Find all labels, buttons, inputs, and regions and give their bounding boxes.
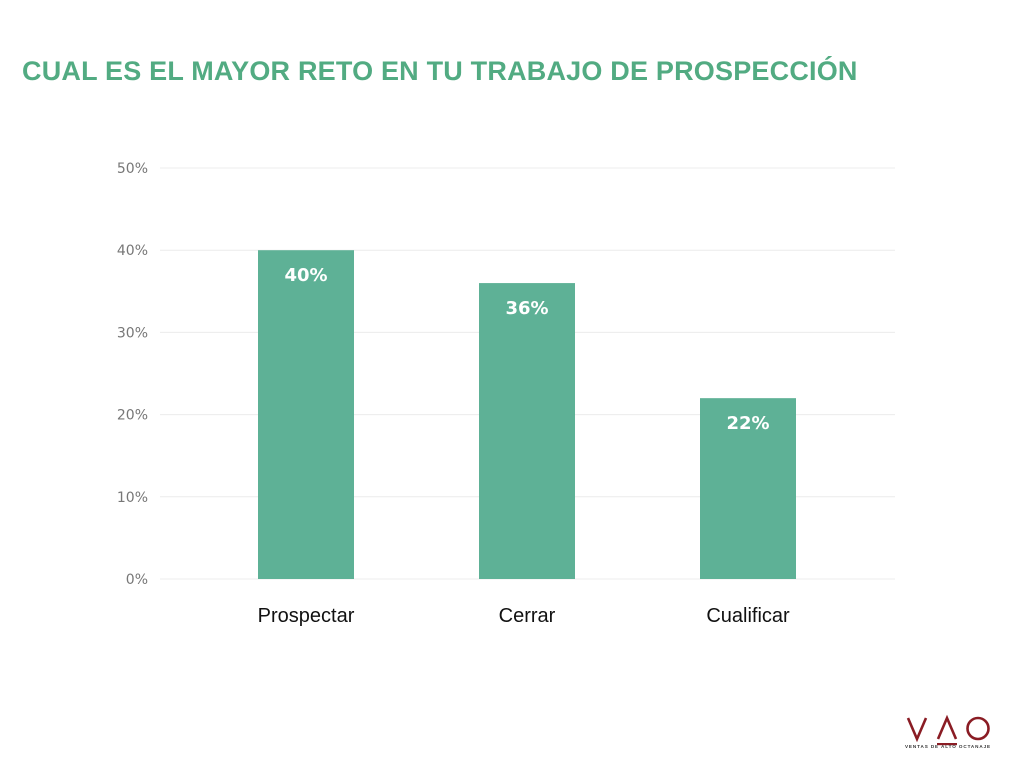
bar xyxy=(258,250,354,579)
y-tick-label: 0% xyxy=(126,572,148,588)
y-tick-label: 40% xyxy=(117,243,148,259)
bar-value-label: 36% xyxy=(505,298,548,319)
vao-logo: VENTAS DE ALTO OCTANAJE xyxy=(900,712,1000,762)
bar-chart: 0% 10% 20% 30% 40% 50% 40% Prospectar 36% Cerrar 2… xyxy=(117,161,895,627)
y-tick-label: 50% xyxy=(117,161,148,177)
y-tick-label: 20% xyxy=(117,408,148,424)
chart-title: CUAL ES EL MAYOR RETO EN TU TRABAJO DE P… xyxy=(22,56,858,86)
bar-value-label: 22% xyxy=(726,413,769,434)
bar xyxy=(479,283,575,579)
category-label: Cerrar xyxy=(499,605,556,627)
y-tick-label: 10% xyxy=(117,490,148,506)
y-tick-label: 30% xyxy=(117,325,148,341)
vao-logo-mark xyxy=(906,714,990,746)
category-label: Prospectar xyxy=(258,605,355,627)
category-label: Cualificar xyxy=(706,605,790,627)
bar xyxy=(700,398,796,579)
bar-value-label: 40% xyxy=(284,265,327,286)
vao-logo-tagline: VENTAS DE ALTO OCTANAJE xyxy=(904,744,992,749)
